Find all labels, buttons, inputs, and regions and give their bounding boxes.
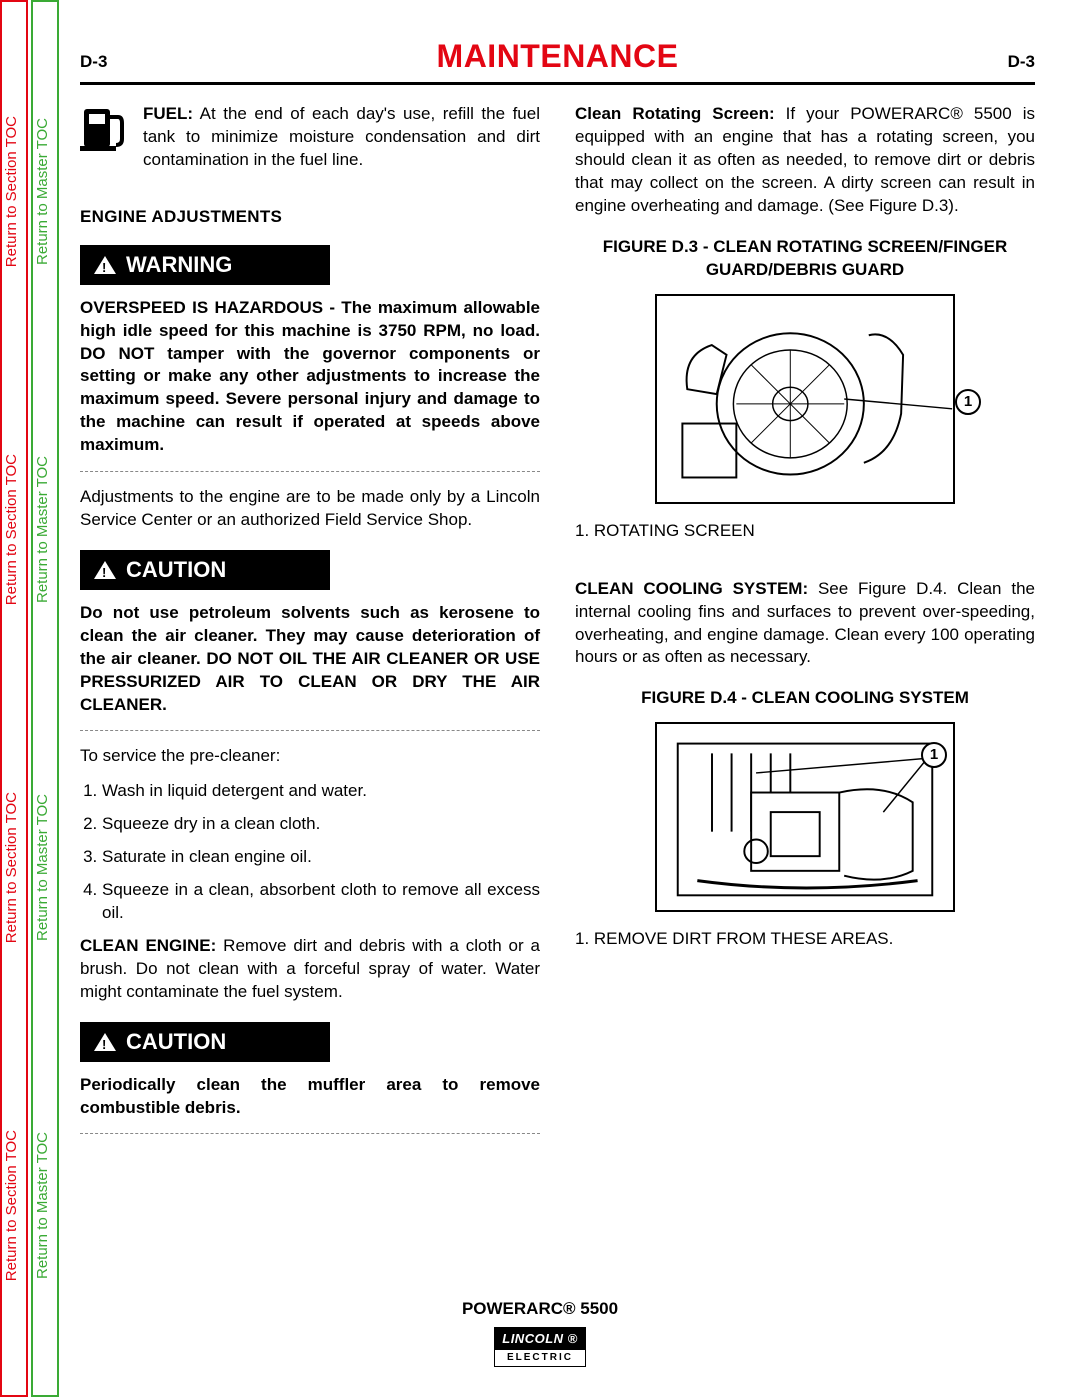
return-section-toc-link[interactable]: Return to Section TOC	[2, 448, 26, 611]
clean-engine-label: CLEAN ENGINE:	[80, 936, 216, 955]
precleaner-steps: Wash in liquid detergent and water. Sque…	[80, 780, 540, 925]
precleaner-intro: To service the pre-cleaner:	[80, 745, 540, 768]
lincoln-electric-label: ELECTRIC	[494, 1349, 585, 1367]
figure-d3-title: FIGURE D.3 - CLEAN ROTATING SCREEN/FINGE…	[575, 236, 1035, 282]
page-number-right: D-3	[1008, 51, 1035, 74]
warning-triangle-icon	[94, 256, 116, 274]
page-content: D-3 MAINTENANCE D-3 FUEL: At the end of …	[80, 35, 1035, 1148]
list-item: Wash in liquid detergent and water.	[102, 780, 540, 803]
caution-label: CAUTION	[126, 555, 226, 585]
figure-d4-title: FIGURE D.4 - CLEAN COOLING SYSTEM	[575, 687, 1035, 710]
rotating-screen-label: Clean Rotating Screen:	[575, 104, 775, 123]
adjustments-text: Adjustments to the engine are to be made…	[80, 486, 540, 532]
caution-bar-2: CAUTION	[80, 1022, 330, 1062]
cooling-system-label: CLEAN COOLING SYSTEM:	[575, 579, 808, 598]
solvent-caution-text: Do not use petroleum solvents such as ke…	[80, 602, 540, 717]
clean-engine-paragraph: CLEAN ENGINE: Remove dirt and debris wit…	[80, 935, 540, 1004]
fuel-block: FUEL: At the end of each day's use, refi…	[80, 103, 540, 184]
warning-label: WARNING	[126, 250, 232, 280]
divider	[80, 730, 540, 731]
list-item: Squeeze dry in a clean cloth.	[102, 813, 540, 836]
side-tabs: Return to Section TOC Return to Section …	[0, 0, 59, 1397]
caution-triangle-icon	[94, 1033, 116, 1051]
figure-d3-illustration	[655, 294, 955, 504]
engine-adjustments-heading: ENGINE ADJUSTMENTS	[80, 206, 540, 229]
fuel-text: At the end of each day's use, refill the…	[143, 104, 540, 169]
caution-label: CAUTION	[126, 1027, 226, 1057]
rotating-screen-paragraph: Clean Rotating Screen: If your POWERARC®…	[575, 103, 1035, 218]
list-item: Squeeze in a clean, absorbent cloth to r…	[102, 879, 540, 925]
figure-d4-caption: 1. REMOVE DIRT FROM THESE AREAS.	[575, 928, 1035, 951]
fuel-pump-icon	[80, 103, 128, 151]
figure-d4-illustration: 1	[655, 722, 955, 912]
figure-d3-caption: 1. ROTATING SCREEN	[575, 520, 1035, 543]
page-header: D-3 MAINTENANCE D-3	[80, 35, 1035, 85]
master-toc-column: Return to Master TOC Return to Master TO…	[31, 0, 59, 1397]
cooling-system-paragraph: CLEAN COOLING SYSTEM: See Figure D.4. Cl…	[575, 578, 1035, 670]
figure-d3-callout: 1	[955, 389, 981, 415]
right-column: Clean Rotating Screen: If your POWERARC®…	[575, 103, 1035, 1148]
return-master-toc-link[interactable]: Return to Master TOC	[33, 450, 57, 609]
return-section-toc-link[interactable]: Return to Section TOC	[2, 1124, 26, 1287]
divider	[80, 471, 540, 472]
return-section-toc-link[interactable]: Return to Section TOC	[2, 110, 26, 273]
caution-bar: CAUTION	[80, 550, 330, 590]
return-master-toc-link[interactable]: Return to Master TOC	[33, 112, 57, 271]
overspeed-warning-text: OVERSPEED IS HAZARDOUS - The maximum all…	[80, 297, 540, 458]
caution-triangle-icon	[94, 561, 116, 579]
list-item: Saturate in clean engine oil.	[102, 846, 540, 869]
fuel-label: FUEL:	[143, 104, 193, 123]
left-column: FUEL: At the end of each day's use, refi…	[80, 103, 540, 1148]
return-master-toc-link[interactable]: Return to Master TOC	[33, 788, 57, 947]
section-toc-column: Return to Section TOC Return to Section …	[0, 0, 28, 1397]
lincoln-logo: LINCOLN ®	[494, 1327, 585, 1351]
muffler-caution-text: Periodically clean the muffler area to r…	[80, 1074, 540, 1120]
fuel-paragraph: FUEL: At the end of each day's use, refi…	[143, 103, 540, 172]
page-footer: POWERARC® 5500 LINCOLN ® ELECTRIC	[0, 1298, 1080, 1367]
page-title: MAINTENANCE	[437, 35, 679, 78]
page-number-left: D-3	[80, 51, 107, 74]
warning-bar: WARNING	[80, 245, 330, 285]
divider	[80, 1133, 540, 1134]
product-name: POWERARC® 5500	[0, 1298, 1080, 1321]
return-section-toc-link[interactable]: Return to Section TOC	[2, 786, 26, 949]
return-master-toc-link[interactable]: Return to Master TOC	[33, 1126, 57, 1285]
